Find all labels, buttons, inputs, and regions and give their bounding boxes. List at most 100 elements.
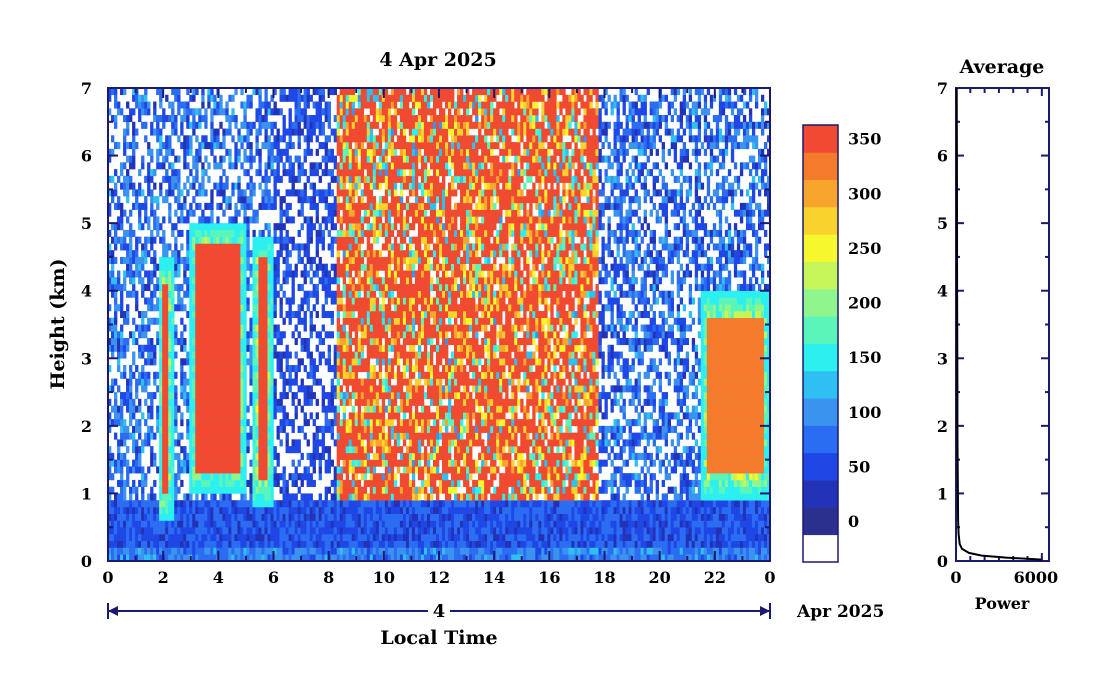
heatmap-cell [228, 446, 232, 454]
heatmap-cell [225, 486, 229, 494]
heatmap-cell [261, 121, 265, 129]
heatmap-cell [279, 250, 283, 258]
heatmap-cell [114, 283, 118, 292]
heatmap-cell [339, 432, 344, 440]
heatmap-cell [240, 405, 244, 413]
heatmap-cell [222, 256, 226, 264]
heatmap-cell [345, 459, 350, 467]
heatmap-cell [210, 378, 214, 386]
heatmap-cell [291, 290, 295, 298]
heatmap-cell [264, 256, 268, 264]
heatmap-cell [234, 533, 238, 542]
heatmap-cell [363, 94, 368, 102]
heatmap-cell [162, 270, 166, 278]
heatmap-cell [312, 304, 316, 312]
heatmap-cell [126, 344, 130, 352]
heatmap-cell [384, 527, 389, 535]
heatmap-cell [162, 513, 166, 521]
heatmap-cell [213, 547, 217, 555]
heatmap-cell [180, 540, 184, 548]
heatmap-cell [123, 479, 127, 487]
heatmap-cell [180, 338, 184, 346]
heatmap-cell [237, 473, 241, 481]
heatmap-cell [228, 297, 232, 305]
heatmap-cell [243, 169, 247, 177]
heatmap-cell [315, 439, 319, 447]
heatmap-cell [297, 189, 301, 197]
heatmap-cell [201, 479, 205, 487]
heatmap-cell [210, 459, 214, 467]
heatmap-cell [126, 466, 130, 474]
heatmap-cell [207, 351, 211, 359]
heatmap-cell [177, 554, 181, 562]
heatmap-cell [297, 459, 301, 467]
heatmap-cell [360, 256, 365, 264]
heatmap-cell [354, 121, 359, 129]
heatmap-cell [294, 94, 298, 102]
heatmap-cell [120, 493, 124, 501]
heatmap-cell [162, 405, 166, 413]
heatmap-cell [249, 371, 253, 379]
heatmap-cell [123, 182, 127, 190]
heatmap-cell [138, 182, 142, 190]
heatmap-cell [225, 202, 229, 210]
heatmap-cell [177, 108, 181, 116]
heatmap-cell [183, 263, 187, 271]
heatmap-cell [159, 310, 163, 319]
heatmap-cell [225, 304, 229, 312]
heatmap-cell [351, 506, 356, 514]
heatmap-cell [270, 365, 274, 373]
heatmap-cell [126, 304, 130, 312]
heatmap-cell [165, 452, 169, 460]
heatmap-cell [267, 202, 271, 210]
heatmap-cell [213, 142, 217, 150]
heatmap-cell [120, 506, 124, 514]
heatmap-cell [192, 304, 196, 312]
heatmap-cell [312, 533, 316, 542]
heatmap-cell [111, 459, 115, 467]
heatmap-cell [240, 189, 244, 197]
heatmap-cell [177, 216, 181, 224]
heatmap-cell [357, 365, 362, 373]
heatmap-cell [192, 256, 196, 264]
heatmap-cell [342, 500, 347, 508]
heatmap-cell [306, 101, 310, 109]
heatmap-cell [372, 432, 377, 440]
heatmap-cell [225, 175, 229, 183]
heatmap-cell [114, 229, 118, 237]
heatmap-cell [159, 398, 163, 406]
heatmap-cell [231, 473, 235, 481]
heatmap-cell [129, 527, 133, 535]
heatmap-cell [246, 304, 250, 312]
heatmap-cell [162, 155, 166, 163]
heatmap-cell [252, 540, 256, 548]
heatmap-cell [177, 169, 181, 177]
heatmap-cell [312, 256, 316, 264]
heatmap-cell [162, 540, 166, 548]
heatmap-cell [336, 189, 340, 197]
heatmap-cell [147, 101, 151, 109]
heatmap-cell [372, 283, 377, 292]
heatmap-cell [156, 554, 160, 562]
heatmap-cell [240, 365, 244, 373]
heatmap-cell [186, 533, 190, 542]
heatmap-cell [171, 310, 175, 319]
heatmap-cell [258, 547, 262, 555]
heatmap-cell [129, 392, 133, 400]
heatmap-cell [228, 527, 232, 535]
heatmap-cell [384, 439, 389, 447]
heatmap-cell [141, 256, 145, 264]
heatmap-cell [291, 527, 295, 535]
heatmap-cell [153, 290, 157, 298]
heatmap-cell [201, 277, 205, 285]
heatmap-cell [321, 277, 325, 285]
heatmap-cell [174, 121, 178, 129]
heatmap-cell [240, 506, 244, 514]
heatmap-cell [174, 452, 178, 460]
heatmap-cell [375, 351, 380, 359]
heatmap-cell [255, 540, 259, 548]
heatmap-cell [288, 189, 292, 197]
heatmap-cell [207, 365, 211, 373]
heatmap-cell [372, 486, 377, 494]
heatmap-cell [342, 479, 347, 487]
